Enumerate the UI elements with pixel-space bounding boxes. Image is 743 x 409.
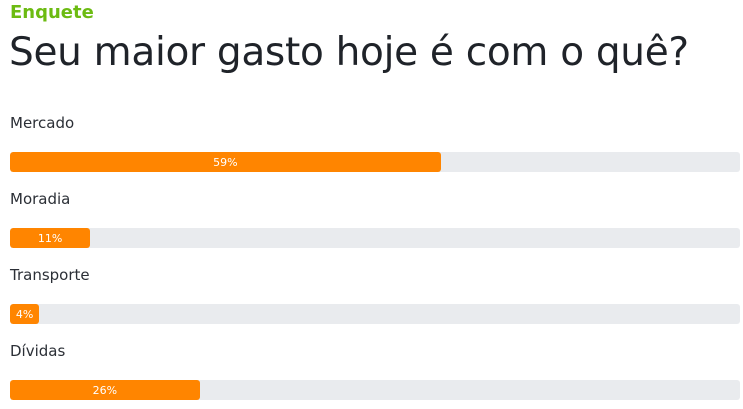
option-percent: 59% xyxy=(213,155,238,169)
option-bar-moradia: 11% xyxy=(10,228,740,248)
option-percent: 26% xyxy=(92,383,118,397)
option-fill: 4% xyxy=(10,304,40,324)
option-bar-mercado: 59% xyxy=(10,152,740,172)
option-bar-dividas: 26% xyxy=(10,380,740,400)
option-percent: 4% xyxy=(15,307,34,321)
option-percent: 11% xyxy=(37,231,63,245)
option-label-dividas: Dívidas xyxy=(10,342,66,360)
option-fill: 11% xyxy=(10,228,91,248)
option-label-moradia: Moradia xyxy=(10,190,71,208)
poll-kicker: Enquete xyxy=(10,2,94,23)
option-fill: 59% xyxy=(10,152,441,172)
option-label-transporte: Transporte xyxy=(10,266,90,284)
option-fill: 26% xyxy=(10,380,200,400)
option-bar-transporte: 4% xyxy=(10,304,740,324)
poll-question: Seu maior gasto hoje é com o quê? xyxy=(9,30,689,75)
option-label-mercado: Mercado xyxy=(10,114,75,132)
